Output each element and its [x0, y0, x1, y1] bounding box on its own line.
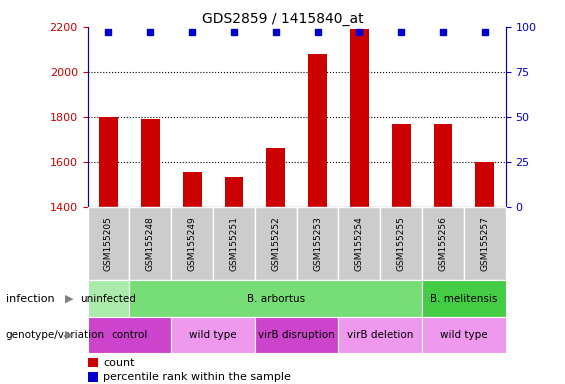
Text: GSM155257: GSM155257	[480, 217, 489, 271]
Text: control: control	[111, 330, 147, 340]
Bar	[266, 147, 285, 207]
Bar	[99, 117, 118, 207]
Text: ▶: ▶	[65, 293, 73, 304]
Text: wild type: wild type	[189, 330, 237, 340]
Text: wild type: wild type	[440, 330, 488, 340]
Text: GSM155249: GSM155249	[188, 217, 197, 271]
Text: B. melitensis: B. melitensis	[430, 293, 498, 304]
Text: percentile rank within the sample: percentile rank within the sample	[103, 372, 292, 382]
Bar	[141, 119, 160, 207]
Bar	[308, 54, 327, 207]
Text: B. arbortus: B. arbortus	[247, 293, 305, 304]
Bar	[350, 29, 369, 207]
Text: virB disruption: virB disruption	[258, 330, 335, 340]
Text: GSM155254: GSM155254	[355, 217, 364, 271]
Bar	[433, 124, 453, 207]
Text: genotype/variation: genotype/variation	[6, 330, 105, 340]
Bar	[224, 177, 244, 207]
Text: GSM155252: GSM155252	[271, 217, 280, 271]
Text: GSM155253: GSM155253	[313, 217, 322, 271]
Text: GSM155248: GSM155248	[146, 217, 155, 271]
Text: ▶: ▶	[65, 330, 73, 340]
Text: virB deletion: virB deletion	[347, 330, 414, 340]
Text: GDS2859 / 1415840_at: GDS2859 / 1415840_at	[202, 12, 363, 25]
Bar	[182, 172, 202, 207]
Text: GSM155255: GSM155255	[397, 217, 406, 271]
Text: count: count	[103, 358, 135, 368]
Text: GSM155256: GSM155256	[438, 217, 447, 271]
Text: GSM155205: GSM155205	[104, 217, 113, 271]
Bar	[392, 124, 411, 207]
Text: infection: infection	[6, 293, 54, 304]
Text: GSM155251: GSM155251	[229, 217, 238, 271]
Bar	[475, 162, 494, 207]
Text: uninfected: uninfected	[81, 293, 136, 304]
